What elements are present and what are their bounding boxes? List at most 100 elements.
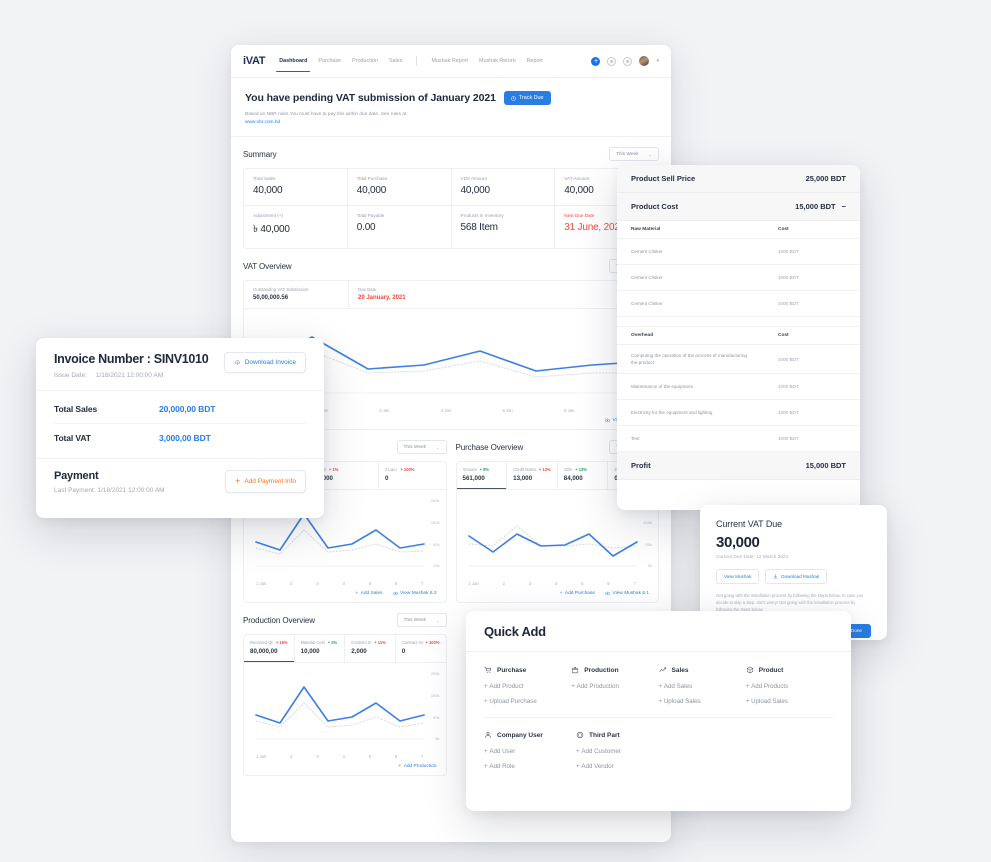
quick-add-item[interactable]: + Upload Purchase (484, 698, 537, 705)
stat-label: Credit Notes (513, 467, 536, 473)
view-mushak63-link[interactable]: View Mushak 6.3 (392, 591, 437, 596)
sales-period-dropdown[interactable]: This Week ⌄ (396, 440, 447, 455)
nav-label: Purchase (318, 58, 342, 64)
purchase-overview-card: Amount + 8% 561,000 Credit Notes + 13% 1… (455, 461, 659, 604)
quick-add-divider (484, 717, 833, 718)
group-header: Production (571, 666, 658, 674)
avatar[interactable] (639, 56, 650, 66)
chevron-down-icon: ⌄ (436, 444, 440, 450)
view-mushak-button[interactable]: View Mushak (716, 569, 760, 584)
summary-cell-adjustment: Adjustment (+) ৳ 40,000 (244, 206, 347, 248)
download-mushak-button[interactable]: Download Mushak (765, 569, 828, 584)
quick-add-item[interactable]: + Upload Sales (658, 698, 701, 705)
quick-add-item[interactable]: + Add Customer (576, 748, 621, 755)
purchase-stat-amount[interactable]: Amount + 8% 561,000 (456, 462, 507, 490)
group-title: Production (584, 666, 619, 674)
stat-change: + 11% (374, 640, 386, 646)
production-stat-contract-out[interactable]: Contract Out + 100% 0 (394, 635, 446, 663)
summary-label: Total Sales (253, 176, 276, 182)
quick-add-header: Quick Add (466, 611, 851, 652)
purchase-stat-credit-notes[interactable]: Credit Notes + 13% 13,000 (506, 462, 557, 490)
quick-add-item[interactable]: + Add Product (484, 683, 524, 690)
add-payment-info-button[interactable]: + Add Payment Info (225, 470, 306, 493)
production-stats: Received Qty + 16% 80,000,00 Material Co… (244, 635, 446, 664)
invoice-amounts: Total Sales 20,000,00 BDT Total VAT 3,00… (36, 391, 324, 459)
nav-item-report[interactable]: Report (527, 45, 543, 77)
gear-icon[interactable] (623, 56, 633, 66)
add-sales-link[interactable]: + Add Sales (355, 591, 382, 596)
add-purchase-link[interactable]: + Add Purchase (560, 591, 595, 596)
nav-item-purchase[interactable]: Purchase (318, 45, 341, 77)
quick-add-group-company-user: Company User + Add User + Add Role (484, 731, 576, 778)
stat-label: Received Qty (250, 640, 273, 646)
vat-due-body-text: Get going with the installation process … (716, 593, 864, 612)
summary-cell-total-payable: Total Payable 0.00 (346, 206, 451, 249)
purchase-stat-vds[interactable]: VDS + 13% 84,000 (556, 462, 608, 490)
summary-label: VDS Amount (460, 176, 487, 182)
production-stat-material-cost[interactable]: Material Cost + 2% 10,000 (293, 635, 345, 663)
vat-stat-due-date: Due Date 29 January, 2021 (348, 281, 437, 309)
chevron-down-icon: ⌄ (648, 151, 652, 157)
add-sales-label: Add Sales (360, 591, 383, 597)
add-icon[interactable]: + (591, 56, 601, 66)
vat-overview-title: VAT Overview (243, 261, 292, 271)
quick-add-item[interactable]: + Add User (484, 748, 516, 755)
nav-label: Production (352, 58, 378, 64)
stat-top: Contract Out + 100% (402, 640, 440, 645)
collapse-toggle-icon[interactable]: − (841, 202, 846, 211)
purchase-chart: 200k 100k 50k 0k 1 Jan 2 3 4 5 6 7 (457, 490, 659, 588)
nbr-link[interactable]: www.nbr.com.bd (245, 120, 281, 126)
item-label: Test (631, 436, 640, 442)
invoice-header-text: Invoice Number : SINV1010 Issue Date: 1/… (54, 352, 209, 379)
vat-due-buttons: View Mushak Download Mushak (716, 569, 871, 584)
item-label: Add Product (489, 683, 524, 690)
x-tick: 7 (633, 581, 636, 587)
x-tick: 3 (316, 754, 319, 760)
quick-add-item[interactable]: + Add Products (745, 683, 789, 690)
summary-period-dropdown[interactable]: This Week ⌄ (609, 147, 659, 162)
x-tick: 4 (342, 754, 345, 760)
help-icon[interactable] (607, 56, 617, 66)
quick-add-item[interactable]: + Add Vendor (576, 763, 614, 770)
x-tick: 6 Jan (564, 408, 575, 414)
production-period-dropdown[interactable]: This Week ⌄ (396, 613, 447, 628)
sales-chart: 200k 100k 50k 10k 1 Jan 2 3 4 5 6 (244, 490, 446, 588)
banner-row: You have pending VAT submission of Janua… (245, 91, 657, 105)
add-production-link[interactable]: + Add Production (398, 764, 436, 769)
raw-material-label: Raw Material (631, 227, 661, 232)
nav-item-dashboard[interactable]: Dashboard (276, 45, 311, 77)
nav-item-production[interactable]: Production (352, 45, 378, 77)
download-mushak-label: Download Mushak (781, 574, 820, 579)
nav-item-sales[interactable]: Sales (389, 45, 403, 77)
nav-label: Sales (388, 58, 403, 64)
sales-period-value: This Week (403, 444, 427, 450)
stat-label: Due Date (358, 287, 377, 293)
track-due-button[interactable]: Track Due (503, 91, 551, 105)
x-tick: 1 Jan (256, 581, 267, 587)
stat-value: 0 (385, 475, 389, 483)
quick-add-item[interactable]: + Upload Sales (745, 698, 788, 705)
nav-item-mushak-report[interactable]: Mushak Report (431, 45, 468, 77)
production-stat-contract-in[interactable]: Contract In + 11% 2,000 (344, 635, 395, 663)
product-sell-price-row: Product Sell Price 25,000 BDT (617, 165, 860, 193)
y-tick: 100k (430, 693, 440, 699)
sales-stat-2lac[interactable]: 2 Lac+ + 100% 0 (378, 462, 446, 490)
product-cost-value: 15,000 BDT − (795, 202, 846, 211)
x-tick: 3 (528, 581, 532, 587)
item-label: Cement Clinker (631, 300, 663, 306)
brand-logo[interactable]: iVAT (243, 55, 266, 67)
stat-value: 29 January, 2021 (358, 295, 406, 302)
y-tick: 0k (647, 563, 652, 569)
nav-item-mushak-return[interactable]: Mushak Return (479, 45, 516, 77)
download-invoice-button[interactable]: Download Invoice (223, 352, 306, 373)
production-stat-received-qty[interactable]: Received Qty + 16% 80,000,00 (244, 635, 294, 663)
quick-add-item[interactable]: + Add Sales (658, 683, 693, 690)
x-tick: 4 (555, 581, 558, 587)
view-mushak61-link[interactable]: View Mushak 6.1 (605, 591, 649, 596)
quick-add-item[interactable]: + Add Production (571, 683, 619, 690)
quick-add-card: Quick Add Purchase + Add Product + Uploa… (466, 611, 851, 811)
product-cost-row[interactable]: Product Cost 15,000 BDT − (617, 193, 860, 221)
chevron-down-icon[interactable]: ▾ (656, 58, 659, 64)
plus-icon: + (559, 591, 563, 597)
quick-add-item[interactable]: + Add Role (484, 763, 515, 770)
